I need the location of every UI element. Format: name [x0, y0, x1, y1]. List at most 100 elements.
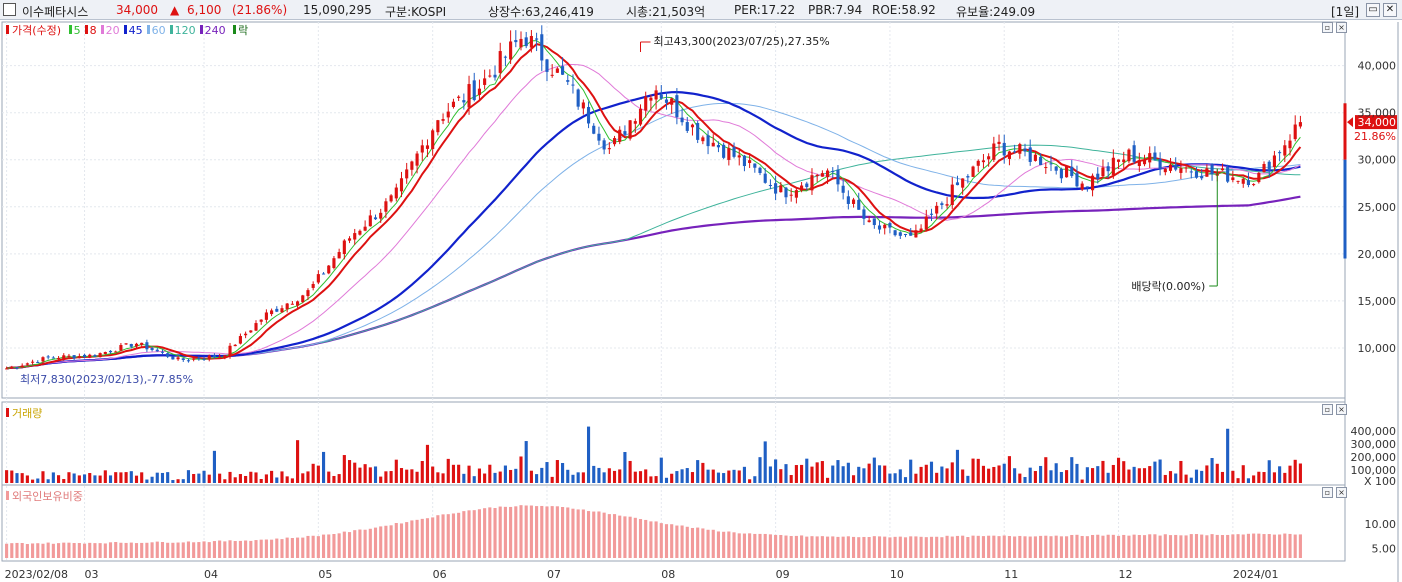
candle-body [1007, 151, 1011, 159]
foreign-ratio-bar [306, 535, 310, 558]
foreign-ratio-bar [327, 534, 331, 558]
volume-bar [1231, 470, 1235, 483]
volume-bar [1132, 466, 1136, 483]
volume-bar [914, 473, 918, 483]
foreign-ratio-bar [1231, 534, 1235, 558]
price-y-tick: 25,000 [1358, 201, 1397, 214]
volume-bar [586, 426, 591, 483]
volume-bar [940, 466, 944, 483]
volume-bar [716, 472, 721, 483]
candle-body [238, 336, 242, 344]
volume-bar [903, 477, 908, 483]
volume-bar [644, 469, 648, 483]
candle-body [779, 185, 783, 193]
candle-body [550, 74, 554, 76]
foreign-ratio-bar [768, 534, 772, 558]
foreign-ratio-bar [789, 536, 793, 558]
candle-body [1116, 159, 1121, 162]
ma-legend-marker-240 [199, 25, 203, 34]
candle-body [160, 351, 165, 353]
candle-body [535, 38, 539, 40]
candle-body [592, 125, 596, 134]
candle-body [737, 155, 741, 158]
candle-body [337, 252, 341, 259]
volume-bar [638, 471, 643, 483]
candle-body [410, 161, 414, 170]
foreign-ratio-bar [197, 542, 201, 558]
volume-bar [373, 466, 378, 483]
volume-bar [1288, 465, 1292, 483]
candle-body [1148, 153, 1152, 163]
roe-value: ROE:58.92 [872, 3, 936, 17]
candle-body [784, 187, 788, 198]
foreign-ratio-bar [888, 537, 892, 558]
foreign-ratio-bar [483, 508, 487, 558]
volume-bar [77, 475, 81, 483]
volume-bar [1298, 463, 1302, 483]
market-cap: 시총:21,503억 [626, 5, 706, 19]
foreign-legend-marker [6, 491, 9, 500]
x-axis-label: 08 [661, 568, 675, 581]
volume-bar [270, 470, 274, 483]
stock-chart[interactable]: 40,000 35,000 30,000 25,000 20,000 15,000 10,0… [0, 20, 1402, 582]
candle-body [1184, 167, 1188, 169]
foreign-ratio-bar [389, 525, 393, 558]
foreign-ratio-bar [1158, 535, 1162, 558]
foreign-ratio-bar [1288, 533, 1292, 558]
x-axis-label: 09 [776, 568, 790, 581]
volume-bar [529, 470, 533, 483]
reserve-ratio: 유보율:249.09 [956, 5, 1036, 19]
foreign-ratio-bar [826, 536, 830, 558]
foreign-panel-close-button[interactable]: × [1336, 487, 1347, 498]
candle-body [1059, 168, 1063, 179]
volume-bar [685, 468, 689, 483]
candle-body [846, 196, 850, 204]
volume-bar [1252, 475, 1256, 483]
candle-body [1137, 160, 1141, 166]
volume-bar [1179, 460, 1183, 483]
foreign-ratio-bar [509, 506, 513, 558]
foreign-ratio-bar [1132, 534, 1136, 558]
foreign-ratio-bar [753, 533, 757, 558]
foreign-panel-minimize-button[interactable]: ▫ [1322, 487, 1333, 498]
volume-bar [1257, 471, 1261, 483]
candle-body [140, 342, 144, 345]
candle-body [192, 358, 196, 360]
volume-bar [742, 466, 746, 483]
candle-body [851, 199, 856, 204]
candle-body [290, 303, 294, 305]
volume-bar [857, 466, 861, 483]
foreign-ratio-bar [192, 542, 196, 558]
candle-body [961, 178, 965, 188]
x-axis-label: 07 [547, 568, 561, 581]
foreign-ratio-bar [623, 516, 627, 558]
candle-body [98, 353, 102, 358]
volume-bar [244, 475, 248, 483]
candle-body [898, 232, 902, 236]
candle-body [763, 173, 767, 183]
volume-bar [358, 467, 362, 483]
volume-bar [218, 473, 222, 483]
foreign-ratio-bar [706, 529, 710, 558]
close-icon[interactable]: ✕ [1383, 3, 1397, 17]
restore-icon[interactable]: ▭ [1366, 3, 1380, 17]
period-selector[interactable]: [1일] [1331, 5, 1360, 19]
foreign-ratio-bar [368, 528, 372, 558]
foreign-ratio-bar [857, 537, 861, 558]
candle-body [1210, 164, 1214, 175]
volume-bar [992, 466, 996, 483]
volume-panel-minimize-button[interactable]: ▫ [1322, 404, 1333, 415]
foreign-ratio-bar [363, 529, 367, 558]
foreign-ratio-bar [166, 542, 170, 558]
foreign-ratio-bar [810, 536, 814, 558]
price-panel-minimize-button[interactable]: ▫ [1322, 22, 1333, 33]
foreign-ratio-bar [420, 518, 424, 558]
foreign-ratio-bar [867, 537, 871, 558]
drop-legend-label: 락 [238, 24, 249, 37]
price-panel-close-button[interactable]: × [1336, 22, 1347, 33]
volume-panel-close-button[interactable]: × [1336, 404, 1347, 415]
candle-body [129, 343, 133, 347]
volume-bar [347, 460, 352, 483]
foreign-ratio-bar [966, 537, 970, 558]
foreign-ratio-bar [405, 522, 409, 558]
